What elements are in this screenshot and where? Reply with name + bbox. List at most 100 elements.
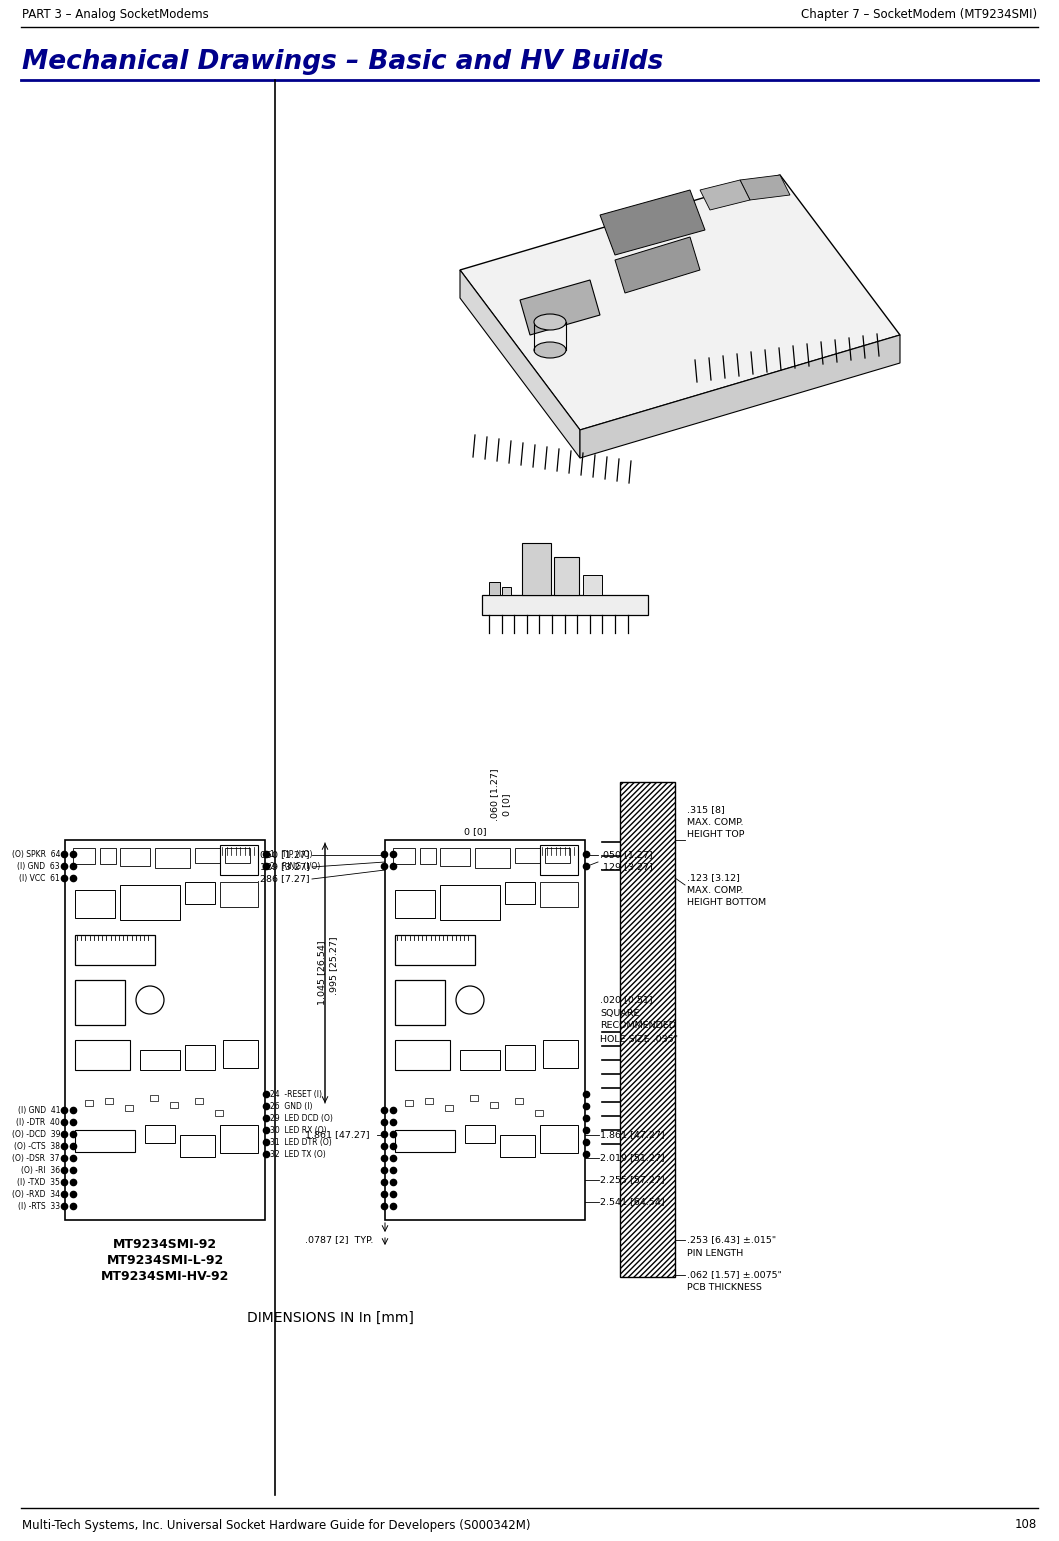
Text: RECOMMENDED: RECOMMENDED (600, 1022, 676, 1031)
Bar (505, 1045, 535, 1069)
Bar (105, 1099, 113, 1103)
Bar (425, 1099, 433, 1103)
Text: 1.861 [47.27]: 1.861 [47.27] (305, 1131, 370, 1139)
Text: PART 3 – Analog SocketModems: PART 3 – Analog SocketModems (22, 8, 209, 20)
Bar (515, 848, 540, 863)
Bar (522, 542, 551, 595)
Text: 0 [0]: 0 [0] (503, 794, 511, 817)
Text: MAX. COMP.: MAX. COMP. (687, 817, 743, 826)
Text: 2   RING (I/O): 2 RING (I/O) (270, 861, 320, 871)
Bar (540, 881, 578, 908)
Bar (75, 1040, 130, 1069)
Text: MT9234SMI-L-92: MT9234SMI-L-92 (106, 1254, 223, 1268)
Ellipse shape (534, 314, 566, 330)
Text: 31  LED DTR (O): 31 LED DTR (O) (270, 1137, 331, 1147)
Bar (535, 1110, 543, 1116)
Text: .0787 [2]  TYP.: .0787 [2] TYP. (305, 1236, 374, 1245)
Text: MAX. COMP.: MAX. COMP. (687, 886, 743, 894)
Polygon shape (580, 334, 900, 458)
Bar (500, 1136, 535, 1157)
Bar (540, 844, 578, 875)
Text: (I) GND  41: (I) GND 41 (18, 1105, 60, 1114)
Bar (545, 848, 570, 863)
Text: (O) -RXD  34: (O) -RXD 34 (12, 1190, 60, 1199)
Bar (185, 1045, 215, 1069)
Bar (120, 885, 180, 920)
Text: .050 [1.27]: .050 [1.27] (257, 851, 310, 860)
Text: .123 [3.12]: .123 [3.12] (687, 874, 740, 883)
Bar (439, 885, 500, 920)
Bar (65, 840, 265, 1220)
Text: (O) SPKR  64: (O) SPKR 64 (12, 849, 60, 858)
Bar (185, 881, 215, 905)
Bar (465, 1125, 495, 1143)
Bar (140, 1049, 180, 1069)
Text: 2.255 [57.27]: 2.255 [57.27] (600, 1176, 665, 1185)
Text: .129 [3.27]: .129 [3.27] (257, 863, 310, 872)
Bar (470, 1096, 478, 1100)
Text: .286 [7.27]: .286 [7.27] (257, 874, 310, 883)
Bar (215, 1110, 223, 1116)
Text: 2.541 [64.54]: 2.541 [64.54] (600, 1197, 665, 1207)
Bar (395, 935, 475, 965)
Bar (502, 587, 510, 595)
Bar (145, 1125, 175, 1143)
Text: HEIGHT BOTTOM: HEIGHT BOTTOM (687, 897, 766, 906)
Polygon shape (460, 270, 580, 458)
Text: Chapter 7 – SocketModem (MT9234SMI): Chapter 7 – SocketModem (MT9234SMI) (801, 8, 1037, 20)
Bar (445, 1105, 453, 1111)
Text: 1   TIP (I/O): 1 TIP (I/O) (270, 849, 312, 858)
Text: .050 [1.27]: .050 [1.27] (600, 851, 652, 860)
Text: 32  LED TX (O): 32 LED TX (O) (270, 1150, 326, 1159)
Bar (75, 891, 115, 918)
Text: 0 [0]: 0 [0] (464, 828, 486, 837)
Text: (O) -RI  36: (O) -RI 36 (21, 1165, 60, 1174)
Text: (I) -TXD  35: (I) -TXD 35 (17, 1177, 60, 1187)
Text: Mechanical Drawings – Basic and HV Builds: Mechanical Drawings – Basic and HV Build… (22, 49, 663, 76)
Bar (405, 1100, 413, 1106)
Text: 26  GND (I): 26 GND (I) (270, 1102, 312, 1111)
Bar (223, 1040, 258, 1068)
Polygon shape (700, 180, 750, 210)
Text: 2.019 [51.27]: 2.019 [51.27] (600, 1154, 665, 1162)
Bar (100, 848, 116, 865)
Ellipse shape (534, 342, 566, 358)
Bar (225, 848, 250, 863)
Text: PIN LENGTH: PIN LENGTH (687, 1248, 743, 1257)
Bar (85, 1100, 93, 1106)
Bar (150, 1096, 158, 1100)
Text: .060 [1.27]: .060 [1.27] (490, 769, 500, 821)
Bar (482, 595, 648, 615)
Text: 24  -RESET (I): 24 -RESET (I) (270, 1089, 322, 1099)
Bar (73, 848, 95, 865)
Text: 1.045 [26.54]: 1.045 [26.54] (318, 940, 326, 1005)
Polygon shape (600, 190, 705, 254)
Bar (489, 582, 500, 595)
Bar (460, 1049, 500, 1069)
Bar (120, 848, 150, 866)
Polygon shape (460, 176, 900, 430)
Bar (220, 844, 258, 875)
Polygon shape (520, 280, 600, 334)
Bar (75, 935, 155, 965)
Bar (395, 1040, 450, 1069)
Polygon shape (740, 176, 790, 200)
Bar (540, 1125, 578, 1153)
Text: (O) -CTS  38: (O) -CTS 38 (14, 1142, 60, 1151)
Bar (170, 1102, 178, 1108)
Polygon shape (615, 237, 700, 293)
Text: PCB THICKNESS: PCB THICKNESS (687, 1284, 761, 1293)
Bar (490, 1102, 498, 1108)
Bar (515, 1099, 523, 1103)
Text: MT9234SMI-HV-92: MT9234SMI-HV-92 (101, 1270, 229, 1284)
Bar (439, 848, 470, 866)
Bar (395, 980, 445, 1025)
Text: SQUARE: SQUARE (600, 1008, 640, 1017)
Text: (O) -DCD  39: (O) -DCD 39 (12, 1130, 60, 1139)
Text: 29  LED DCD (O): 29 LED DCD (O) (270, 1114, 333, 1122)
Bar (195, 848, 220, 863)
Text: HOLE SIZE .035": HOLE SIZE .035" (600, 1034, 678, 1043)
Text: 30  LED RX (O): 30 LED RX (O) (270, 1125, 326, 1134)
Bar (393, 848, 415, 865)
Text: HEIGHT TOP: HEIGHT TOP (687, 829, 744, 838)
